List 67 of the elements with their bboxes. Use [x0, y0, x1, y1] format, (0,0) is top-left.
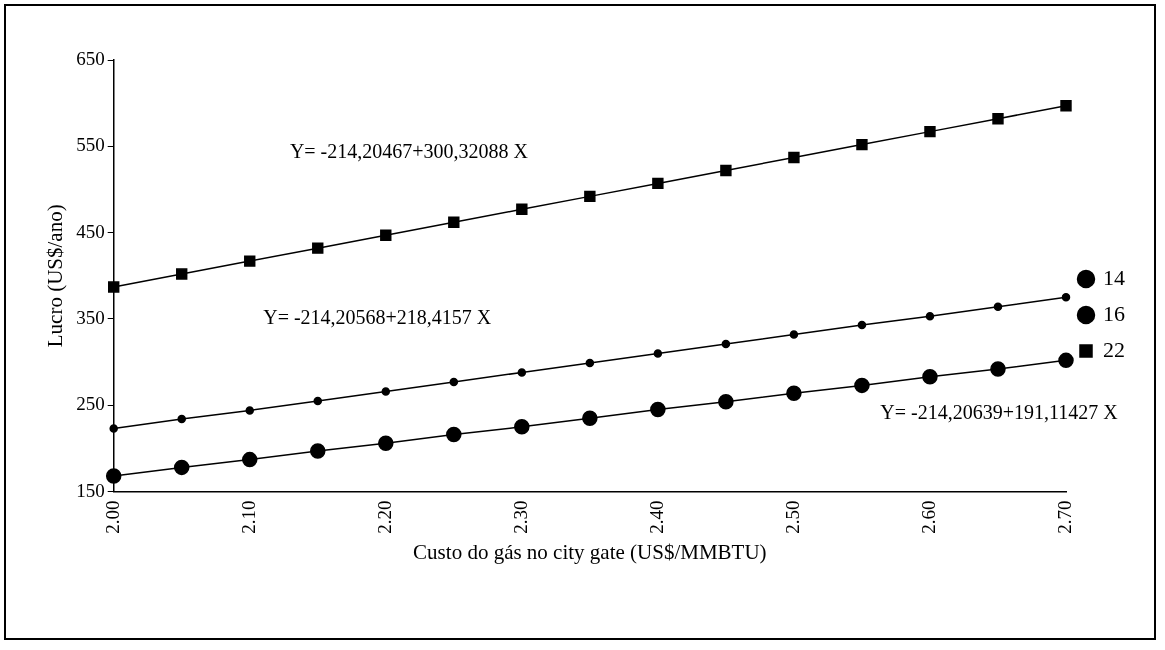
x-tick-label: 2.00: [101, 500, 123, 534]
point: [925, 312, 935, 321]
point: [584, 190, 596, 203]
point: [241, 451, 258, 468]
y-tick-label: 350: [76, 306, 105, 328]
point: [922, 369, 938, 385]
point: [924, 125, 936, 138]
x-tick-label: 2.20: [373, 500, 395, 534]
point: [720, 164, 732, 177]
annotation: Y= -214,20639+191,11427 X: [880, 401, 1119, 424]
point: [854, 377, 870, 394]
y-tick-label: 550: [76, 134, 105, 156]
point: [653, 349, 663, 358]
x-tick-label: 2.60: [917, 500, 939, 534]
point: [652, 177, 664, 190]
y-tick-label: 250: [76, 393, 105, 415]
x-axis-title: Custo do gás no city gate (US$/MMBTU): [413, 539, 767, 564]
legend-label: 14: [1103, 264, 1125, 290]
x-tick-label: 2.30: [509, 500, 531, 534]
point: [788, 151, 800, 164]
point: [585, 358, 595, 368]
y-tick-label: 650: [76, 47, 105, 69]
point: [312, 242, 324, 254]
point: [856, 138, 868, 151]
point: [245, 406, 254, 415]
point: [993, 302, 1003, 312]
point: [448, 216, 460, 228]
y-axis-title: Lucro (US$/ano): [43, 204, 68, 348]
point: [517, 368, 527, 377]
point: [718, 394, 734, 410]
point: [857, 320, 867, 330]
point: [378, 435, 394, 451]
point: [514, 419, 530, 435]
y-tick-label: 150: [76, 479, 105, 501]
point: [105, 468, 122, 484]
annotation: Y= -214,20467+300,32088 X: [289, 140, 529, 163]
point: [176, 268, 188, 280]
point: [1060, 100, 1072, 112]
point: [108, 281, 120, 293]
point: [1061, 293, 1071, 302]
annotation: Y= -214,20568+218,4157 X: [263, 306, 492, 329]
point: [1058, 352, 1074, 369]
point: [310, 443, 326, 459]
point: [650, 401, 666, 418]
legend-label: 22: [1103, 336, 1125, 362]
x-tick-label: 2.50: [781, 500, 803, 534]
point: [313, 396, 323, 406]
point: [582, 410, 598, 426]
point: [992, 112, 1004, 125]
point: [177, 414, 186, 424]
point: [446, 426, 462, 443]
point: [381, 387, 391, 396]
point: [721, 339, 731, 349]
x-tick-label: 2.40: [645, 500, 667, 534]
point: [789, 330, 799, 339]
point: [380, 229, 392, 241]
x-tick-label: 2.10: [237, 500, 259, 534]
point: [990, 361, 1006, 377]
point: [516, 203, 528, 216]
point: [786, 385, 802, 401]
x-tick-label: 2.70: [1053, 500, 1075, 534]
y-tick-label: 450: [76, 220, 105, 242]
point: [244, 255, 256, 267]
point: [449, 377, 459, 387]
point: [109, 424, 118, 433]
legend-label: 16: [1103, 300, 1125, 326]
point: [173, 459, 190, 476]
